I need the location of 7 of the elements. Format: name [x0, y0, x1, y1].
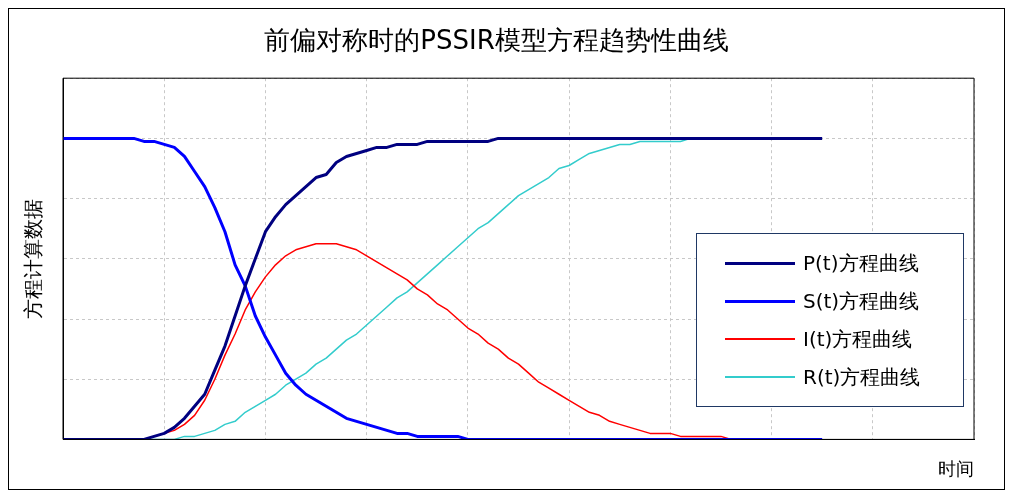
legend-label: P(t)方程曲线 — [803, 249, 919, 277]
legend-label: I(t)方程曲线 — [803, 325, 913, 353]
legend-label: S(t)方程曲线 — [803, 287, 920, 315]
y-axis-title: 方程计算数据 — [21, 198, 46, 319]
x-axis-title: 时间 — [938, 457, 974, 479]
chart-title: 前偏对称时的PSSIR模型方程趋势性曲线 — [264, 25, 729, 56]
legend-label: R(t)方程曲线 — [803, 363, 921, 391]
